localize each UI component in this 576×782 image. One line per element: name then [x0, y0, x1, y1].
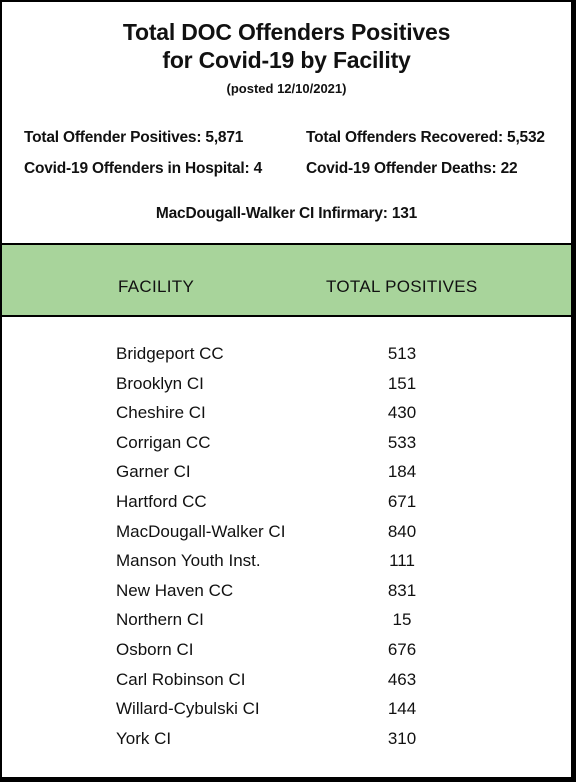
facility-positives: 111	[389, 551, 415, 571]
facility-positives: 151	[387, 373, 417, 393]
facility-name: Osborn CI	[116, 639, 194, 659]
facility-name: Bridgeport CC	[116, 344, 224, 363]
column-header-total-positives: TOTAL POSITIVES	[326, 277, 478, 296]
posted-date: (posted 12/10/2021)	[226, 81, 347, 96]
facility-table-body: Bridgeport CC 513 Brooklyn CI 151 Cheshi…	[2, 344, 571, 758]
facility-positives: 671	[387, 491, 417, 511]
facility-name: Manson Youth Inst.	[116, 551, 261, 571]
facility-positives: 831	[387, 580, 417, 600]
facility-name: Cheshire CI	[116, 403, 206, 423]
in-hospital-stat: Covid-19 Offenders in Hospital: 4	[24, 160, 262, 177]
facility-name: Northern CI	[116, 610, 204, 630]
facility-positives: 840	[387, 521, 417, 541]
facility-positives: 513	[387, 344, 417, 363]
table-row: Willard-Cybulski CI 144	[2, 699, 571, 729]
table-row: Corrigan CC 533	[2, 433, 571, 463]
table-row: York CI 310	[2, 729, 571, 759]
facility-name: York CI	[116, 728, 172, 748]
table-row: MacDougall-Walker CI 840	[2, 522, 571, 552]
facility-name: New Haven CC	[116, 580, 234, 600]
facility-name: Brooklyn CI	[116, 373, 204, 393]
facility-name: Willard-Cybulski CI	[116, 699, 260, 719]
table-row: Cheshire CI 430	[2, 403, 571, 433]
table-row: Manson Youth Inst. 111	[2, 551, 571, 581]
facility-name: Corrigan CC	[116, 432, 211, 452]
table-row: Garner CI 184	[2, 462, 571, 492]
facility-name: Carl Robinson CI	[116, 669, 246, 689]
facility-positives: 15	[392, 610, 412, 630]
column-header-facility: FACILITY	[118, 277, 195, 296]
facility-positives: 430	[387, 403, 417, 423]
table-row: Brooklyn CI 151	[2, 374, 571, 404]
facility-positives: 676	[387, 639, 417, 659]
table-header: FACILITY TOTAL POSITIVES	[2, 243, 571, 317]
total-positives-stat: Total Offender Positives: 5,871	[24, 129, 244, 146]
facility-positives: 184	[387, 462, 417, 482]
table-row: Osborn CI 676	[2, 640, 571, 670]
facility-positives: 144	[387, 699, 417, 719]
table-row: Northern CI 15	[2, 610, 571, 640]
deaths-stat: Covid-19 Offender Deaths: 22	[306, 160, 518, 177]
table-row: Bridgeport CC 513	[2, 344, 571, 374]
facility-name: Garner CI	[116, 462, 191, 482]
facility-positives: 533	[387, 432, 417, 452]
facility-name: MacDougall-Walker CI	[116, 521, 286, 541]
title-line-1: Total DOC Offenders Positives	[122, 19, 451, 45]
title-line-2: for Covid-19 by Facility	[162, 47, 411, 73]
report-title: Total DOC Offenders Positives for Covid-…	[2, 18, 571, 74]
infirmary-stat: MacDougall-Walker CI Infirmary: 131	[155, 205, 418, 222]
table-row: Carl Robinson CI 463	[2, 670, 571, 700]
facility-positives: 310	[387, 728, 417, 748]
table-row: Hartford CC 671	[2, 492, 571, 522]
facility-positives: 463	[387, 669, 417, 689]
total-recovered-stat: Total Offenders Recovered: 5,532	[306, 129, 545, 146]
table-row: New Haven CC 831	[2, 581, 571, 611]
facility-name: Hartford CC	[116, 491, 207, 511]
